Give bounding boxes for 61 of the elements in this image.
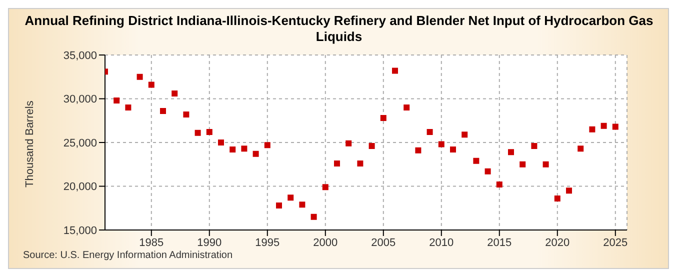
- point: [531, 143, 538, 149]
- x-tick-label: 1990: [197, 236, 222, 249]
- x-tick-label: 1985: [139, 236, 164, 249]
- point: [241, 146, 248, 152]
- point: [600, 122, 607, 129]
- y-tick-label: 15,000: [63, 224, 97, 237]
- x-tick-label: 2005: [371, 236, 396, 249]
- point: [322, 184, 328, 190]
- point: [183, 112, 190, 118]
- point: [194, 130, 201, 136]
- point: [218, 140, 224, 146]
- point: [264, 142, 270, 148]
- point: [415, 147, 422, 154]
- point: [346, 140, 352, 146]
- point: [206, 129, 212, 135]
- x-tick-label: 2010: [429, 236, 454, 249]
- point: [462, 132, 468, 138]
- x-tick-label: 2000: [313, 236, 338, 249]
- point: [542, 161, 549, 168]
- point: [310, 214, 317, 220]
- point: [473, 158, 480, 164]
- point: [508, 149, 514, 156]
- point: [380, 115, 386, 121]
- x-tick-label: 2020: [545, 236, 570, 249]
- point: [160, 108, 166, 114]
- point: [578, 146, 584, 152]
- point: [288, 194, 294, 201]
- point: [125, 104, 132, 110]
- point: [589, 126, 596, 132]
- point: [357, 160, 364, 166]
- x-tick-label: 2025: [603, 236, 628, 249]
- point: [404, 104, 410, 110]
- point: [392, 68, 398, 74]
- x-tick-label: 1995: [255, 236, 280, 249]
- y-tick-label: 35,000: [63, 50, 97, 62]
- point: [299, 202, 306, 208]
- point: [438, 141, 444, 148]
- point: [136, 74, 143, 80]
- point: [554, 196, 560, 202]
- point: [230, 146, 236, 152]
- point: [566, 188, 572, 194]
- point: [114, 98, 120, 104]
- point: [172, 90, 178, 96]
- point: [148, 82, 154, 88]
- point: [612, 124, 618, 130]
- point: [368, 143, 375, 149]
- y-tick-label: 25,000: [63, 137, 97, 150]
- point: [520, 161, 526, 168]
- point: [276, 202, 282, 208]
- x-tick-label: 2015: [487, 236, 512, 249]
- point: [334, 160, 340, 166]
- point: [426, 129, 433, 135]
- point: [484, 168, 491, 174]
- point: [496, 182, 502, 188]
- chart-title: Annual Refining District Indiana-Illinois-Kentucky Refinery and Blender Net Input of Hydrocarbon Gas Liquids: [24, 13, 654, 45]
- y-tick-label: 20,000: [63, 181, 97, 194]
- y-tick-label: 30,000: [63, 94, 97, 106]
- point: [450, 146, 456, 152]
- point: [252, 150, 259, 157]
- source-note: Source: U.S. Energy Information Administration: [23, 250, 233, 261]
- y-axis-title: Thousand Barrels: [24, 100, 36, 188]
